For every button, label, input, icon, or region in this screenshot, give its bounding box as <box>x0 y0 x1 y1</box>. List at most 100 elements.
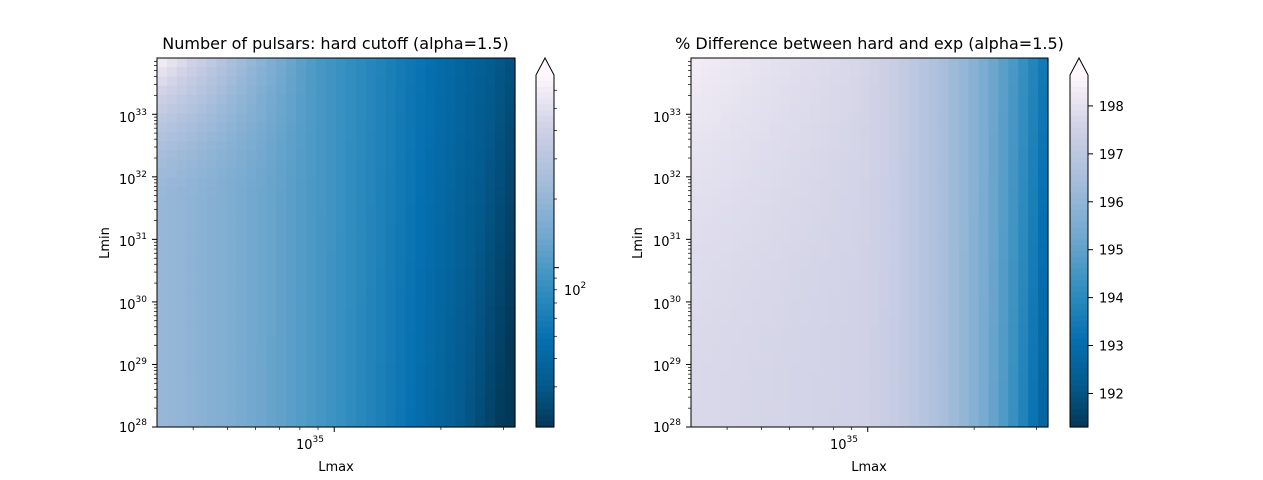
heatmap-cell <box>395 334 407 345</box>
heatmap-cell <box>326 150 337 161</box>
heatmap-cell <box>296 104 307 114</box>
heatmap-cell <box>385 371 397 382</box>
heatmap-cell <box>1028 67 1039 78</box>
heatmap-cell <box>819 205 831 216</box>
heatmap-cell <box>405 214 417 225</box>
heatmap-cell <box>750 214 762 225</box>
colorbar-segment <box>536 374 554 381</box>
heatmap-cell <box>819 353 831 364</box>
heatmap-cell <box>415 168 427 179</box>
heatmap-cell <box>495 279 506 290</box>
heatmap-cell <box>829 371 841 382</box>
heatmap-cell <box>355 270 367 280</box>
heatmap-cell <box>485 260 496 271</box>
heatmap-cell <box>720 399 732 410</box>
heatmap-cell <box>948 390 960 400</box>
heatmap-cell <box>1028 408 1039 419</box>
heatmap-cell <box>395 288 407 299</box>
heatmap-cell <box>355 141 367 151</box>
heatmap-cell <box>938 399 950 410</box>
heatmap-cell <box>919 288 930 299</box>
heatmap-cell <box>869 205 881 216</box>
heatmap-cell <box>691 343 702 354</box>
heatmap-cell <box>909 131 920 142</box>
heatmap-cell <box>790 85 801 96</box>
heatmap-cell <box>720 260 732 271</box>
heatmap-cell <box>829 58 841 68</box>
heatmap-cell <box>216 353 228 364</box>
heatmap-cell <box>435 150 446 161</box>
heatmap-cell <box>958 76 970 87</box>
heatmap-cell <box>839 58 851 68</box>
heatmap-cell <box>276 334 287 345</box>
heatmap-cell <box>710 187 722 197</box>
heatmap-cell <box>770 58 781 68</box>
heatmap-cell <box>730 390 742 400</box>
heatmap-cell <box>998 159 1009 170</box>
heatmap-cell <box>938 251 950 262</box>
heatmap-cell <box>425 58 437 68</box>
heatmap-cell <box>740 205 752 216</box>
heatmap-cell <box>849 104 861 114</box>
heatmap-cell <box>395 113 407 124</box>
heatmap-cell <box>889 297 900 308</box>
heatmap-cell <box>740 131 752 142</box>
heatmap-cell <box>246 224 258 234</box>
heatmap-cell <box>435 141 446 151</box>
heatmap-cell <box>1038 177 1049 188</box>
heatmap-cell <box>296 159 307 170</box>
heatmap-cell <box>1028 380 1039 391</box>
heatmap-cell <box>770 205 781 216</box>
heatmap-cell <box>810 371 821 382</box>
heatmap-cell <box>296 307 307 317</box>
colorbar-segment <box>1070 127 1088 135</box>
heatmap-cell <box>166 325 178 336</box>
heatmap-cell <box>256 270 267 280</box>
heatmap-cell <box>730 270 742 280</box>
heatmap-cell <box>958 417 970 428</box>
heatmap-cell <box>415 334 427 345</box>
heatmap-cell <box>958 343 970 354</box>
heatmap-cell <box>405 242 417 253</box>
heatmap-cell <box>700 316 712 327</box>
heatmap-cell <box>276 390 287 400</box>
heatmap-cell <box>266 196 277 207</box>
heatmap-cell <box>1008 113 1019 124</box>
heatmap-cell <box>1008 362 1019 373</box>
heatmap-cell <box>968 113 980 124</box>
heatmap-cell <box>879 270 890 280</box>
heatmap-cell <box>1038 316 1049 327</box>
heatmap-cell <box>345 104 357 114</box>
colorbar-segment <box>1070 339 1088 346</box>
heatmap-cell <box>296 94 307 105</box>
heatmap-cell <box>475 131 486 142</box>
heatmap-cell <box>909 196 920 207</box>
heatmap-cell <box>720 76 732 87</box>
heatmap-cell <box>216 297 228 308</box>
heatmap-cell <box>326 390 337 400</box>
heatmap-cell <box>365 76 377 87</box>
heatmap-cell <box>316 307 327 317</box>
heatmap-cell <box>316 353 327 364</box>
heatmap-cell <box>385 380 397 391</box>
heatmap-cell <box>395 307 407 317</box>
heatmap-cell <box>326 205 337 216</box>
heatmap-cell <box>385 113 397 124</box>
heatmap-cell <box>196 58 208 68</box>
heatmap-cell <box>375 371 387 382</box>
heatmap-cell <box>196 334 208 345</box>
heatmap-cell <box>1008 141 1019 151</box>
heatmap-cell <box>216 122 228 133</box>
heatmap-cell <box>968 187 980 197</box>
heatmap-cell <box>266 297 277 308</box>
heatmap-cell <box>710 288 722 299</box>
left-axis-ticks <box>152 61 504 432</box>
heatmap-cell <box>266 334 277 345</box>
heatmap-cell <box>849 380 861 391</box>
heatmap-cell <box>415 343 427 354</box>
heatmap-cell <box>415 196 427 207</box>
heatmap-cell <box>365 187 377 197</box>
heatmap-cell <box>770 233 781 244</box>
heatmap-cell <box>206 94 218 105</box>
heatmap-cell <box>236 307 248 317</box>
